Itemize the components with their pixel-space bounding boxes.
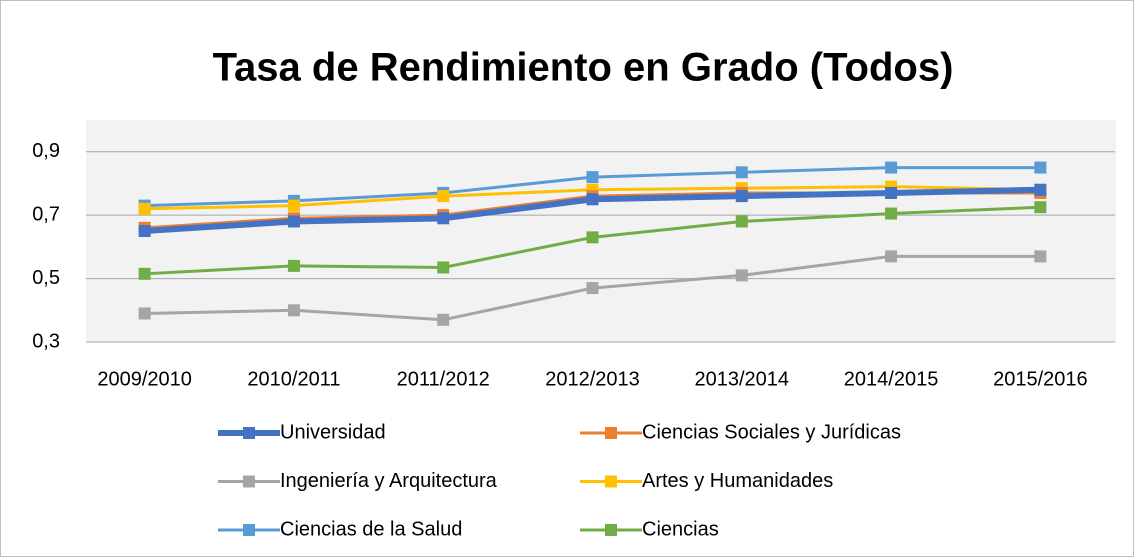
legend-marker — [243, 524, 255, 536]
x-tick-label: 2014/2015 — [844, 368, 939, 390]
point-marker — [735, 166, 748, 179]
point-marker — [1034, 183, 1047, 196]
point-marker — [885, 250, 898, 263]
y-tick-label: 0,3 — [32, 330, 60, 352]
point-marker — [885, 186, 898, 199]
legend-marker — [605, 475, 617, 488]
point-marker — [138, 225, 151, 237]
legend-marker — [605, 427, 617, 439]
x-tick-label: 2013/2014 — [695, 368, 790, 390]
point-marker — [735, 190, 748, 203]
point-marker — [735, 269, 748, 282]
y-tick-label: 0,5 — [32, 267, 60, 289]
point-marker — [287, 259, 300, 272]
point-marker — [885, 161, 898, 174]
x-tick-label: 2010/2011 — [247, 368, 340, 390]
legend-label: Ingeniería y Arquitectura — [280, 470, 498, 492]
chart-title: Tasa de Rendimiento en Grado (Todos) — [213, 46, 954, 90]
point-marker — [437, 261, 450, 274]
point-marker — [287, 199, 300, 212]
point-marker — [138, 267, 151, 280]
x-tick-label: 2011/2012 — [397, 368, 490, 390]
point-marker — [586, 231, 599, 244]
legend-marker — [243, 475, 255, 488]
legend-label: Ciencias — [642, 518, 719, 540]
point-marker — [586, 282, 599, 295]
x-tick-label: 2009/2010 — [97, 368, 192, 390]
y-tick-label: 0,9 — [32, 140, 60, 162]
point-marker — [735, 215, 748, 228]
point-marker — [138, 307, 151, 320]
point-marker — [1034, 250, 1047, 263]
point-marker — [1034, 161, 1047, 174]
y-tick-label: 0,7 — [32, 203, 60, 225]
legend-marker — [605, 524, 617, 536]
point-marker — [586, 171, 599, 184]
point-marker — [437, 212, 450, 225]
x-tick-label: 2012/2013 — [545, 368, 640, 390]
legend-label: Ciencias de la Salud — [280, 518, 462, 540]
legend-label: Artes y Humanidades — [642, 470, 833, 492]
legend-label: Ciencias Sociales y Jurídicas — [642, 421, 901, 443]
point-marker — [885, 207, 898, 220]
plot-area — [86, 120, 1116, 342]
point-marker — [437, 190, 450, 203]
point-marker — [138, 202, 151, 215]
point-marker — [1034, 201, 1047, 214]
point-marker — [287, 215, 300, 228]
legend-label: Universidad — [280, 421, 386, 443]
point-marker — [437, 313, 450, 326]
point-marker — [287, 304, 300, 317]
x-tick-label: 2015/2016 — [993, 368, 1088, 390]
legend-marker — [243, 427, 255, 439]
point-marker — [586, 193, 599, 206]
